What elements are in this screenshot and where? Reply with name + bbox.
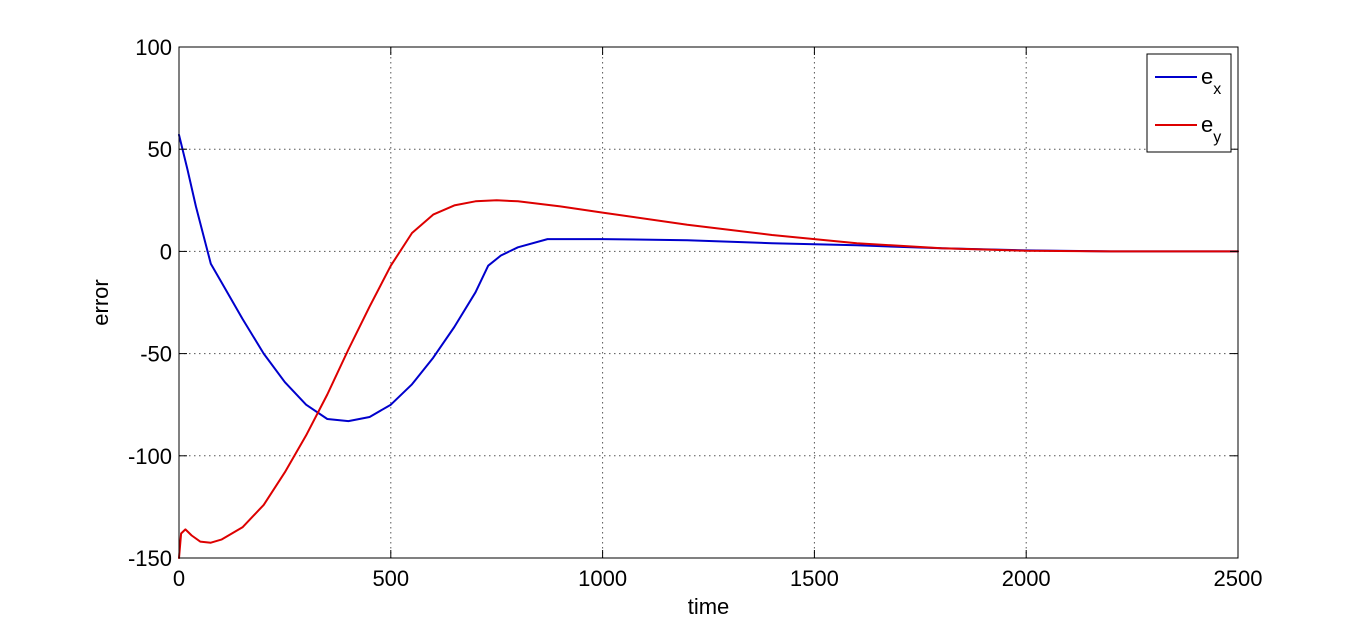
legend-box (1146, 53, 1232, 153)
x-axis-label: time (688, 594, 730, 619)
series-line-ex (178, 133, 1239, 423)
y-axis-label: error (88, 279, 113, 325)
grid-lines (179, 47, 1238, 558)
x-tick-label: 1500 (790, 566, 839, 591)
x-tick-label: 2500 (1214, 566, 1263, 591)
x-tick-labels: 0 500 1000 1500 2000 2500 (173, 566, 1263, 591)
legend-label: ex (1201, 64, 1221, 98)
axis-ticks (178, 46, 1239, 559)
y-tick-label: -150 (128, 546, 172, 571)
legend-label-subscript: y (1213, 129, 1221, 146)
legend-label-subscript: x (1213, 81, 1221, 98)
x-tick-label: 2000 (1002, 566, 1051, 591)
y-tick-label: 50 (148, 137, 172, 162)
legend-label: ey (1201, 112, 1221, 146)
series-line-ey (178, 199, 1239, 559)
y-tick-label: -50 (140, 342, 172, 367)
plot-frame (178, 46, 1239, 559)
y-tick-label: 0 (160, 239, 172, 264)
x-tick-label: 500 (372, 566, 409, 591)
y-tick-label: -100 (128, 444, 172, 469)
y-tick-label: 100 (135, 35, 172, 60)
y-tick-labels: 100 50 0 -50 -100 -150 (128, 35, 172, 571)
x-tick-label: 0 (173, 566, 185, 591)
x-tick-label: 1000 (578, 566, 627, 591)
legend-label-base: e (1201, 64, 1213, 89)
series-lines (178, 133, 1239, 559)
legend-label-base: e (1201, 112, 1213, 137)
